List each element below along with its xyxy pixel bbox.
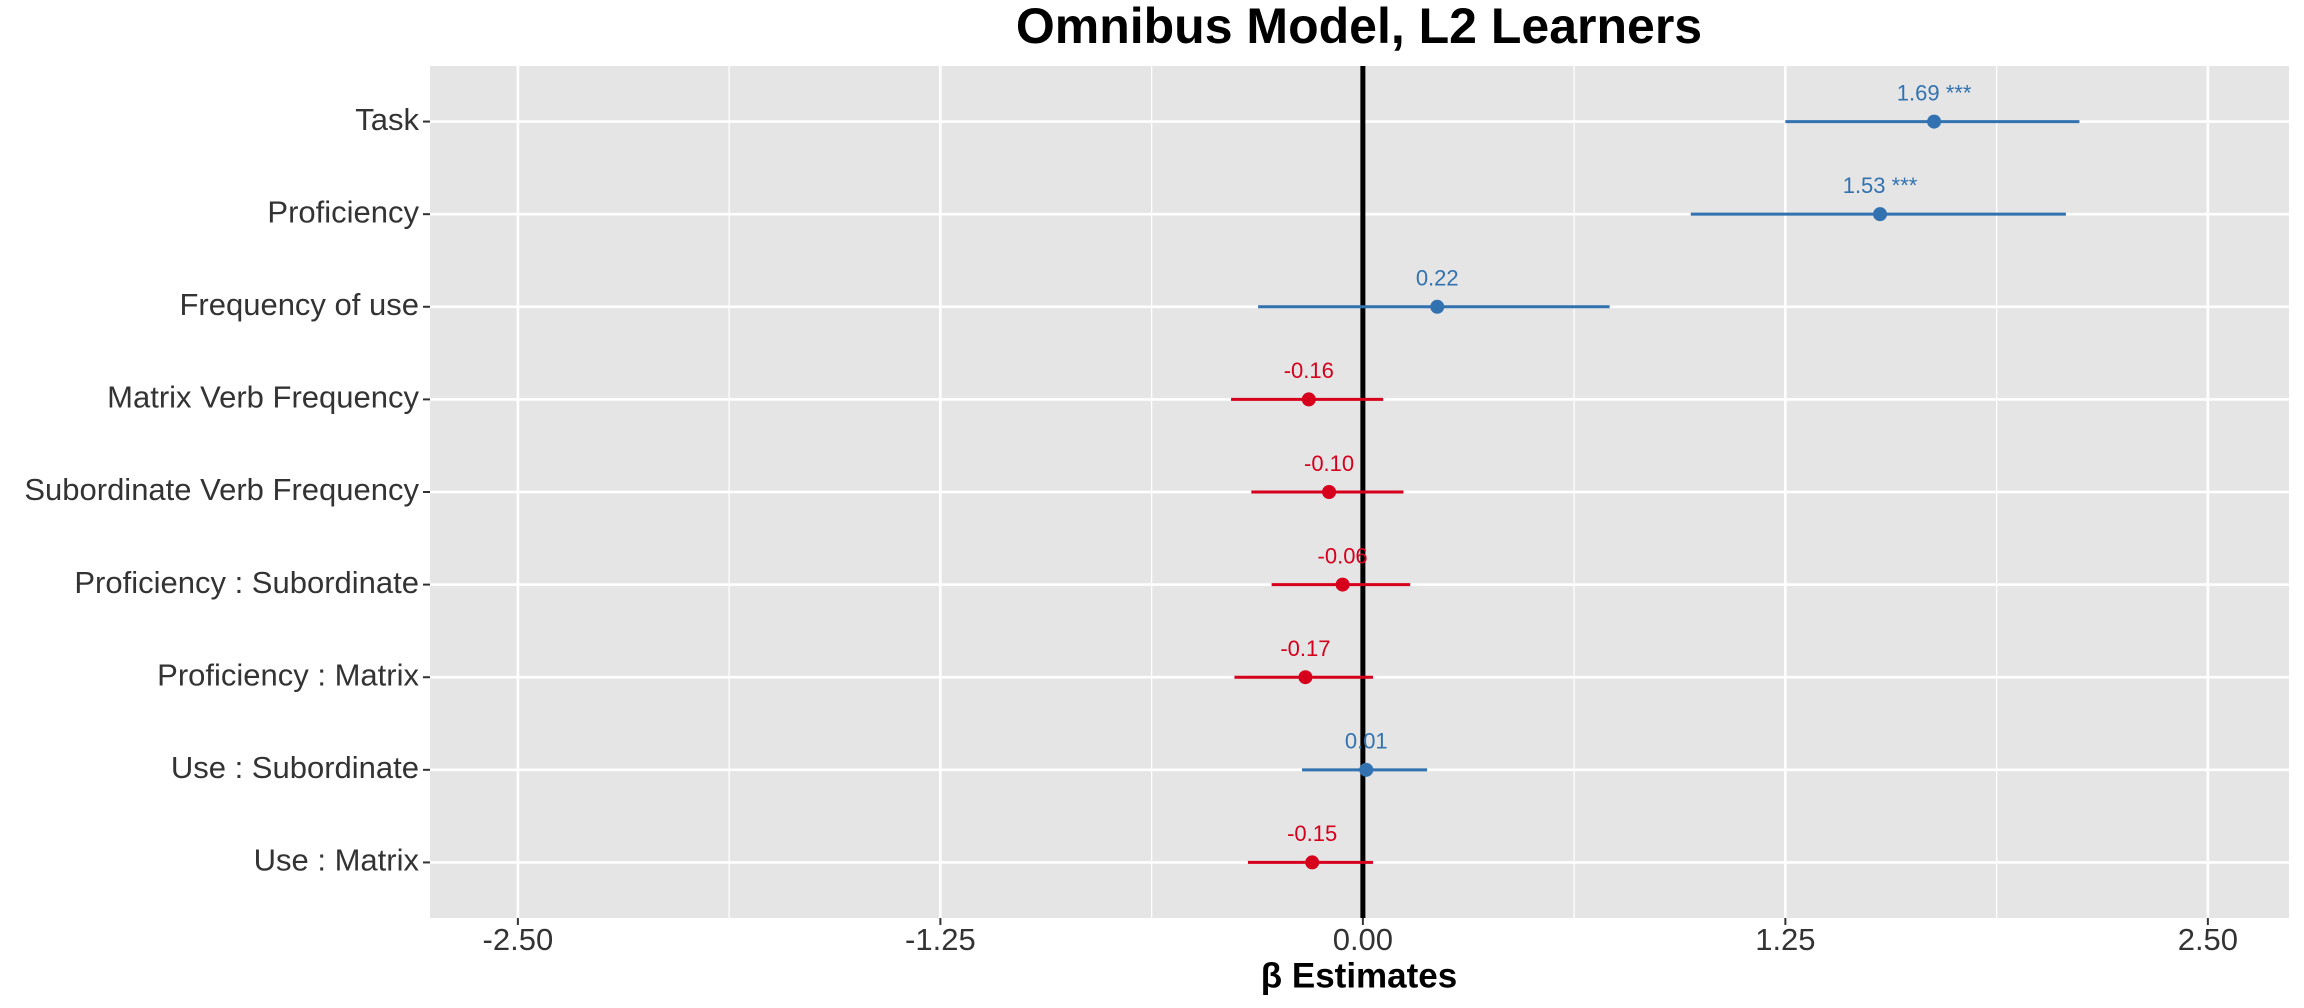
value-label: 1.53 *** xyxy=(1843,173,1918,198)
chart-title: Omnibus Model, L2 Learners xyxy=(1016,0,1702,54)
point xyxy=(1305,855,1320,870)
y-tick-label: Proficiency xyxy=(267,194,419,229)
value-label: 0.22 xyxy=(1416,266,1459,291)
y-tick-label: Use : Matrix xyxy=(254,843,420,878)
x-tick-label: -1.25 xyxy=(905,922,976,957)
value-label: -0.15 xyxy=(1287,821,1337,846)
x-tick-label: 0.00 xyxy=(1333,922,1393,957)
point xyxy=(1301,392,1316,407)
y-tick-label: Subordinate Verb Frequency xyxy=(24,472,419,507)
y-tick-label: Proficiency : Matrix xyxy=(157,657,419,692)
x-axis-title: β Estimates xyxy=(1261,956,1457,995)
x-tick-label: 2.50 xyxy=(2178,922,2238,957)
value-label: 1.69 *** xyxy=(1897,80,1972,105)
point xyxy=(1359,762,1374,777)
value-label: -0.17 xyxy=(1280,636,1330,661)
y-tick-label: Proficiency : Subordinate xyxy=(74,565,419,600)
y-tick-label: Task xyxy=(355,102,419,137)
point xyxy=(1322,485,1337,499)
x-tick-label: 1.25 xyxy=(1755,922,1815,957)
point xyxy=(1430,299,1445,314)
point xyxy=(1873,207,1888,222)
point xyxy=(1927,114,1942,129)
value-label: -0.16 xyxy=(1284,358,1334,383)
value-label: -0.06 xyxy=(1318,543,1368,568)
value-label: -0.10 xyxy=(1304,451,1354,476)
y-tick-label: Use : Subordinate xyxy=(171,750,419,785)
x-tick-label: -2.50 xyxy=(483,922,554,957)
point xyxy=(1298,670,1313,685)
point xyxy=(1335,577,1350,592)
y-tick-label: Frequency of use xyxy=(179,287,419,322)
y-tick-label: Matrix Verb Frequency xyxy=(107,380,419,415)
value-label: 0.01 xyxy=(1345,729,1388,754)
